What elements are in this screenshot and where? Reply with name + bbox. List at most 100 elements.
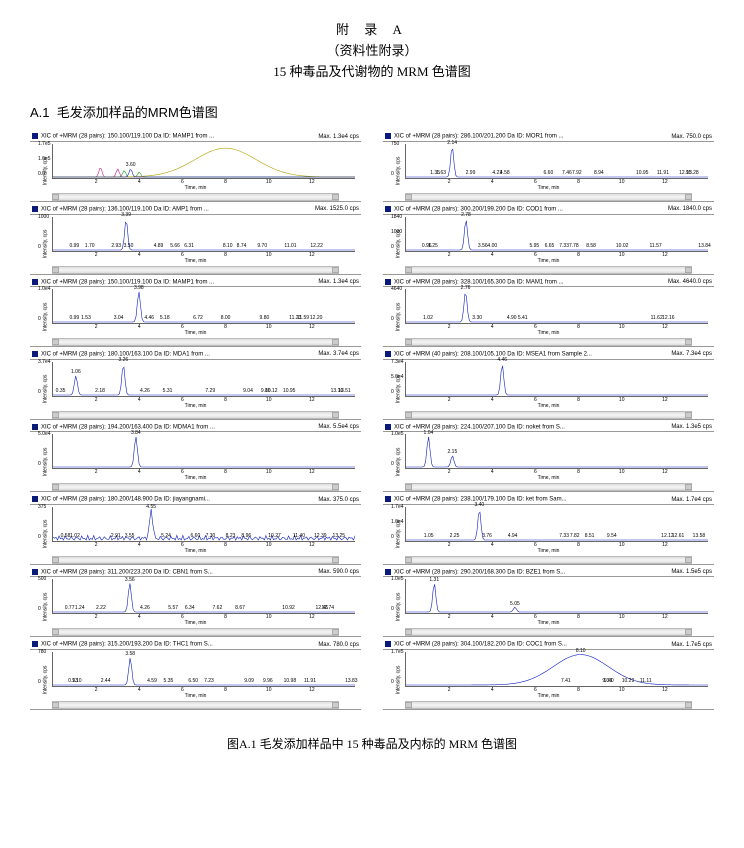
panel-max: Max. 1.3e4 cps (318, 279, 359, 285)
x-tick: 4 (138, 179, 141, 185)
plot-area: 3.6024681012 (52, 144, 355, 179)
x-tick: 6 (181, 324, 184, 330)
rt-label: 10.95 (636, 170, 649, 176)
rt-label: 7.33 (559, 533, 569, 539)
x-tick: 10 (266, 324, 272, 330)
x-tick: 2 (448, 324, 451, 330)
panel-title: XIC of +MRM (28 pairs): 300.200/199.200 … (394, 207, 563, 213)
x-tick: 4 (491, 614, 494, 620)
rt-label: 12.74 (322, 605, 335, 611)
panel-scrollbar[interactable] (405, 411, 692, 419)
plot-area: 1.063.260.352.184.265.317.299.0410.129.8… (52, 362, 355, 397)
plot-area: 8.107.419.409.3310.2911.1124681012 (405, 652, 708, 687)
panel-marker-icon (32, 496, 38, 502)
rt-label: 9.09 (244, 678, 254, 684)
plot-wrap: Intensity, cps1.0e403.980.991.533.044.46… (30, 286, 361, 347)
panel-scrollbar[interactable] (405, 483, 692, 491)
x-tick: 10 (266, 687, 272, 693)
x-tick: 4 (491, 252, 494, 258)
rt-label: 11.62 (651, 315, 663, 321)
panel-scrollbar[interactable] (405, 266, 692, 274)
panel-max: Max. 750.0 cps (671, 134, 712, 140)
x-axis-label: Time, min (383, 620, 714, 626)
panel-scrollbar[interactable] (52, 701, 339, 709)
y-tick: 0 (391, 244, 394, 250)
panel-scrollbar[interactable] (52, 193, 339, 201)
x-tick: 4 (491, 687, 494, 693)
panel-marker-icon (32, 279, 38, 285)
panel-scrollbar[interactable] (52, 411, 339, 419)
peak-label: 5.05 (510, 601, 520, 607)
rt-label: 10.98 (284, 678, 297, 684)
rt-label: 9.86 (261, 388, 271, 394)
chromatogram-panel: XIC of +MRM (28 pairs): 180.100/163.100 … (30, 351, 361, 420)
rt-label: 8.96 (241, 533, 251, 539)
rt-label: 12.16 (662, 315, 675, 321)
panel-header: XIC of +MRM (28 pairs): 150.100/119.100 … (30, 279, 361, 287)
plot-wrap: Intensity, cps78003.580.931.102.444.595.… (30, 649, 361, 710)
panel-max: Max. 5.5e4 cps (318, 424, 359, 430)
x-tick: 12 (662, 687, 668, 693)
plot-area: 3.8424681012 (52, 434, 355, 469)
x-tick: 10 (619, 614, 625, 620)
panel-scrollbar[interactable] (52, 556, 339, 564)
rt-label: 12.22 (310, 243, 323, 249)
panel-header: XIC of +MRM (28 pairs): 136.100/119.100 … (30, 206, 361, 214)
peak-label: 3.56 (125, 577, 135, 583)
rt-label: 2.44 (101, 678, 111, 684)
rt-label: 11.57 (650, 243, 662, 249)
rt-label: 5.57 (168, 605, 178, 611)
panel-scrollbar[interactable] (405, 338, 692, 346)
peak-label: 8.10 (576, 648, 586, 654)
panel-title: XIC of +MRM (28 pairs): 194.200/163.400 … (41, 424, 215, 430)
panel-scrollbar[interactable] (52, 338, 339, 346)
x-tick: 12 (662, 469, 668, 475)
x-tick: 2 (448, 397, 451, 403)
peak-label: 3.60 (126, 162, 136, 168)
x-tick: 6 (534, 542, 537, 548)
trace-svg (406, 362, 708, 396)
x-tick: 8 (224, 252, 227, 258)
x-axis-label: Time, min (30, 403, 361, 409)
peak-label: 3.40 (474, 502, 484, 508)
panel-max: Max. 590.0 cps (318, 569, 359, 575)
y-tick: 1000 (391, 229, 402, 235)
x-tick: 8 (577, 469, 580, 475)
panel-scrollbar[interactable] (405, 193, 692, 201)
x-tick: 8 (224, 687, 227, 693)
appendix-title: 附 录 A (30, 20, 714, 41)
x-tick: 8 (224, 469, 227, 475)
x-tick: 6 (181, 179, 184, 185)
y-tick: 1.7e5 (38, 141, 51, 147)
panel-scrollbar[interactable] (52, 483, 339, 491)
y-tick: 0 (38, 461, 41, 467)
rt-label: 2.25 (450, 533, 460, 539)
panel-scrollbar[interactable] (52, 266, 339, 274)
rt-label: 3.30 (472, 315, 482, 321)
x-tick: 6 (181, 614, 184, 620)
x-tick: 10 (619, 469, 625, 475)
rt-label: 1.10 (72, 678, 82, 684)
y-tick: 0 (391, 679, 394, 685)
x-tick: 4 (138, 469, 141, 475)
y-tick: 7.3e4 (391, 359, 404, 365)
panel-scrollbar[interactable] (52, 628, 339, 636)
peak-label: 2.14 (447, 140, 457, 146)
panel-scrollbar[interactable] (405, 628, 692, 636)
x-axis-label: Time, min (30, 330, 361, 336)
y-tick: 1.7e5 (391, 649, 404, 655)
rt-label: 11.59 (297, 315, 309, 321)
y-tick: 375 (38, 504, 46, 510)
rt-label: 4.94 (508, 533, 518, 539)
rt-label: 8.74 (237, 243, 247, 249)
panel-title: XIC of +MRM (28 pairs): 286.100/201.200 … (394, 134, 564, 140)
y-tick: 0 (391, 461, 394, 467)
panel-header: XIC of +MRM (28 pairs): 150.100/119.100 … (30, 133, 361, 141)
panel-scrollbar[interactable] (405, 556, 692, 564)
figure-caption: 图A.1 毛发添加样品中 15 种毒品及内标的 MRM 色谱图 (30, 735, 714, 752)
panel-scrollbar[interactable] (405, 701, 692, 709)
rt-label: 11.11 (640, 678, 652, 684)
x-axis-label: Time, min (30, 620, 361, 626)
x-tick: 4 (138, 324, 141, 330)
plot-wrap: Intensity, cps464002.761.023.304.905.411… (383, 286, 714, 347)
